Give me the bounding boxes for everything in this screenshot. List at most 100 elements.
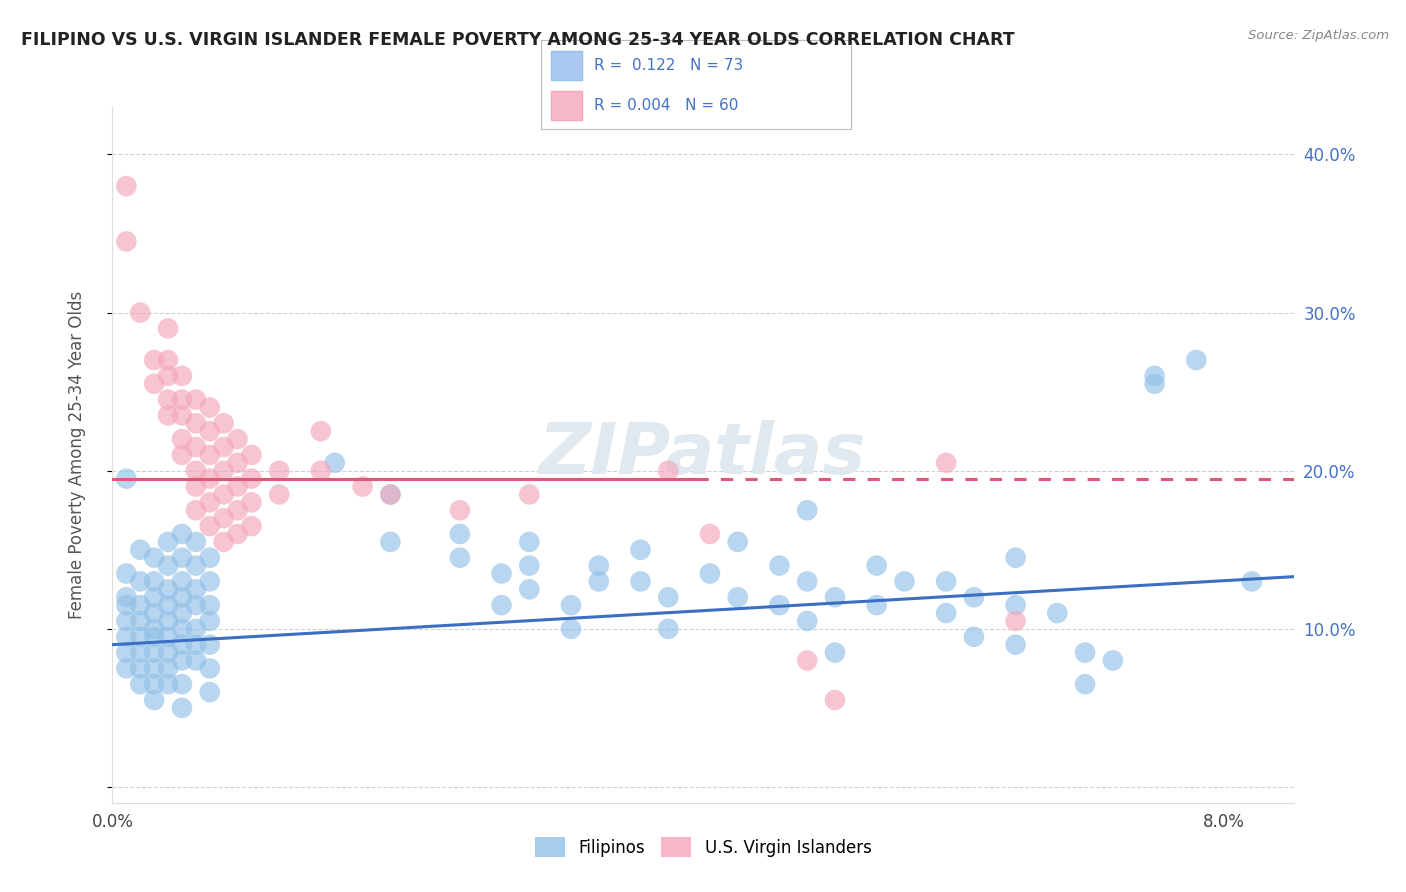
Point: [323, 456, 346, 470]
Point: [184, 653, 207, 667]
Point: [143, 630, 166, 644]
Point: [115, 614, 138, 628]
Point: [184, 598, 207, 612]
Point: [212, 440, 235, 454]
Point: [796, 574, 818, 589]
Point: [768, 598, 790, 612]
Point: [198, 574, 221, 589]
Point: [240, 495, 263, 509]
Point: [1074, 677, 1097, 691]
Point: [352, 479, 374, 493]
Point: [699, 527, 721, 541]
Point: [170, 550, 193, 565]
Point: [824, 646, 846, 660]
Point: [449, 550, 471, 565]
Point: [963, 591, 986, 605]
Point: [560, 598, 582, 612]
Point: [198, 661, 221, 675]
Point: [115, 179, 138, 194]
Point: [170, 622, 193, 636]
Point: [157, 368, 180, 383]
Point: [198, 424, 221, 438]
Point: [517, 534, 540, 549]
Point: [170, 392, 193, 407]
Point: [198, 614, 221, 628]
Point: [824, 591, 846, 605]
Point: [170, 591, 193, 605]
Point: [588, 558, 610, 573]
Point: [129, 646, 152, 660]
Point: [1102, 653, 1125, 667]
Point: [129, 630, 152, 644]
Point: [129, 677, 152, 691]
Point: [935, 574, 957, 589]
Point: [184, 503, 207, 517]
Point: [170, 606, 193, 620]
Point: [198, 495, 221, 509]
Point: [129, 574, 152, 589]
Point: [588, 574, 610, 589]
Point: [157, 353, 180, 368]
Y-axis label: Female Poverty Among 25-34 Year Olds: Female Poverty Among 25-34 Year Olds: [67, 291, 86, 619]
Point: [212, 487, 235, 501]
Point: [170, 432, 193, 446]
Point: [1004, 638, 1026, 652]
Point: [170, 368, 193, 383]
Point: [727, 591, 749, 605]
Point: [212, 417, 235, 431]
Point: [157, 630, 180, 644]
Point: [657, 464, 679, 478]
Point: [198, 519, 221, 533]
Point: [170, 527, 193, 541]
Point: [657, 591, 679, 605]
Point: [657, 622, 679, 636]
Point: [143, 646, 166, 660]
Point: [143, 661, 166, 675]
Point: [1004, 550, 1026, 565]
Point: [170, 409, 193, 423]
Point: [491, 566, 513, 581]
Point: [143, 677, 166, 691]
Point: [517, 582, 540, 597]
Point: [935, 606, 957, 620]
Point: [129, 542, 152, 557]
Point: [115, 472, 138, 486]
Text: R = 0.004   N = 60: R = 0.004 N = 60: [593, 98, 738, 112]
Point: [198, 401, 221, 415]
Text: Source: ZipAtlas.com: Source: ZipAtlas.com: [1249, 29, 1389, 42]
Point: [115, 630, 138, 644]
Point: [198, 685, 221, 699]
Point: [380, 534, 402, 549]
Point: [184, 638, 207, 652]
Point: [143, 574, 166, 589]
Point: [226, 479, 249, 493]
Point: [1004, 598, 1026, 612]
Point: [143, 622, 166, 636]
Point: [212, 511, 235, 525]
Point: [115, 235, 138, 249]
Point: [796, 614, 818, 628]
Point: [184, 479, 207, 493]
Point: [198, 448, 221, 462]
Point: [184, 558, 207, 573]
Point: [212, 464, 235, 478]
Point: [184, 464, 207, 478]
Point: [491, 598, 513, 612]
Point: [449, 503, 471, 517]
Point: [129, 598, 152, 612]
Point: [309, 424, 332, 438]
Text: R =  0.122   N = 73: R = 0.122 N = 73: [593, 58, 744, 72]
FancyBboxPatch shape: [551, 91, 582, 120]
Point: [1143, 368, 1166, 383]
Point: [517, 558, 540, 573]
Point: [226, 456, 249, 470]
Point: [184, 417, 207, 431]
Point: [630, 574, 652, 589]
Point: [866, 598, 889, 612]
Point: [170, 448, 193, 462]
Point: [1074, 646, 1097, 660]
Point: [866, 558, 889, 573]
Point: [157, 558, 180, 573]
Point: [129, 661, 152, 675]
Point: [115, 646, 138, 660]
